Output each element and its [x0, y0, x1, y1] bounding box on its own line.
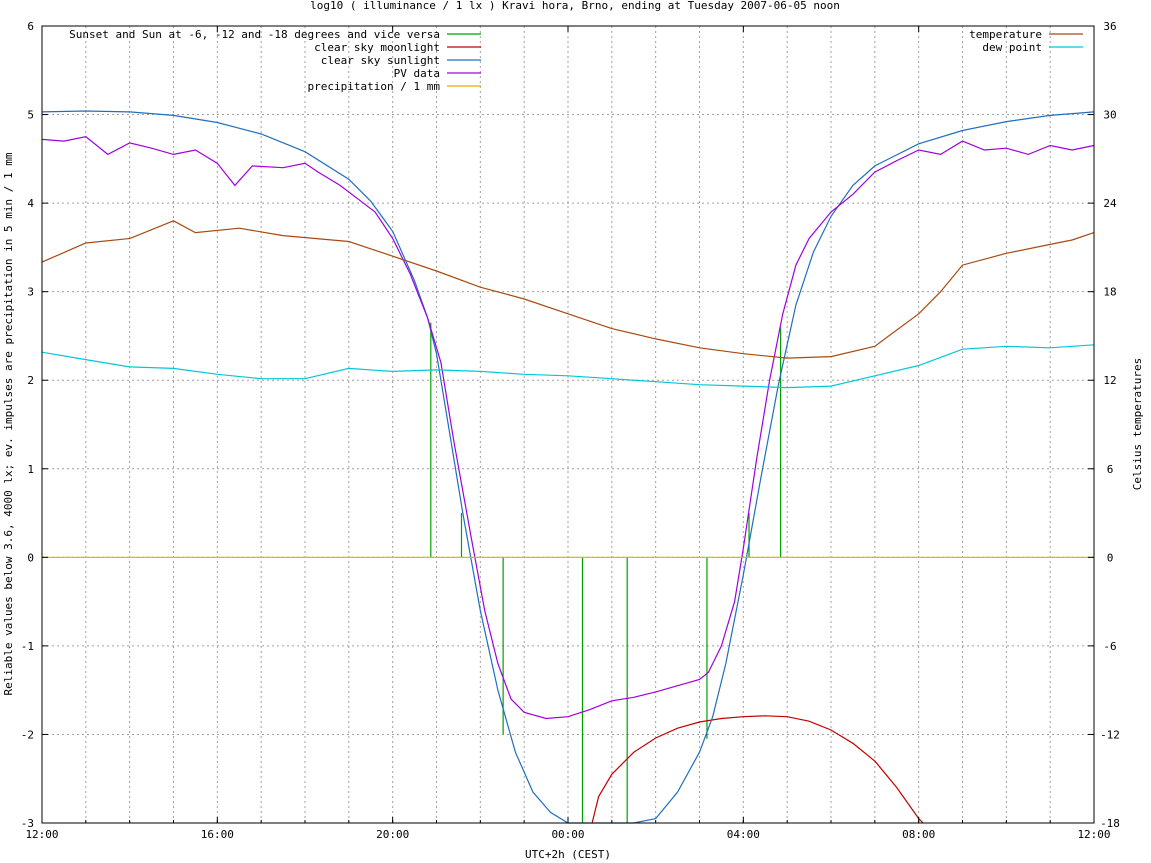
y2-tick-label: -18 [1100, 817, 1120, 830]
legend: Sunset and Sun at -6, -12 and -18 degree… [69, 28, 1083, 93]
y2-tick-label: 6 [1107, 463, 1114, 476]
y-tick-label: 6 [27, 20, 34, 33]
y2-tick-label: 12 [1103, 374, 1116, 387]
x-tick-label: 04:00 [727, 828, 760, 841]
x-tick-label: 12:00 [1077, 828, 1110, 841]
x-tick-label: 12:00 [25, 828, 58, 841]
y2-axis-label: Celsius temperatures [1131, 358, 1144, 490]
series-layer [41, 110, 1095, 824]
y2-tick-label: -12 [1100, 728, 1120, 741]
y-tick-label: 3 [27, 286, 34, 299]
y2-tick-label: -6 [1103, 640, 1116, 653]
y-tick-label: 2 [27, 374, 34, 387]
series-line-6 [41, 344, 1095, 389]
x-tick-label: 00:00 [551, 828, 584, 841]
y2-tick-label: 24 [1103, 197, 1117, 210]
x-tick-label: 16:00 [201, 828, 234, 841]
y-tick-label: -2 [21, 728, 34, 741]
y-axis-label: Reliable values below 3.6, 4000 lx; ev. … [2, 152, 15, 695]
y-tick-label: -3 [21, 817, 34, 830]
legend-label: Sunset and Sun at -6, -12 and -18 degree… [69, 28, 440, 41]
y2-tick-label: 36 [1103, 20, 1116, 33]
x-axis-label: UTC+2h (CEST) [525, 848, 611, 861]
y2-tick-label: 30 [1103, 109, 1116, 122]
legend-label: precipitation / 1 mm [308, 80, 441, 93]
y-tick-label: 5 [27, 109, 34, 122]
x-tick-label: 08:00 [902, 828, 935, 841]
legend-label: dew point [982, 41, 1042, 54]
y2-tick-label: 18 [1103, 286, 1116, 299]
series-line-3 [41, 136, 1095, 720]
y-tick-label: -1 [21, 640, 34, 653]
series-line-5 [41, 220, 1095, 359]
chart-title: log10 ( illuminance / 1 lx ) Kravi hora,… [310, 0, 840, 12]
series-line-1 [591, 715, 924, 824]
x-tick-label: 20:00 [376, 828, 409, 841]
legend-label: clear sky sunlight [321, 54, 440, 67]
legend-label: temperature [969, 28, 1042, 41]
legend-label: clear sky moonlight [314, 41, 440, 54]
legend-label: PV data [394, 67, 440, 80]
y-tick-label: 1 [27, 463, 34, 476]
grid [42, 26, 1094, 823]
axis-ticks: 12:00 16:00 20:00 00:00 04:00 08:00 12:00-3-2-… [21, 20, 1120, 841]
y-tick-label: 0 [27, 551, 34, 564]
series-line-2 [41, 110, 1095, 824]
plot-frame [41, 25, 1095, 824]
series-sun-events [430, 322, 782, 823]
y2-tick-label: 0 [1107, 551, 1114, 564]
y-tick-label: 4 [27, 197, 34, 210]
